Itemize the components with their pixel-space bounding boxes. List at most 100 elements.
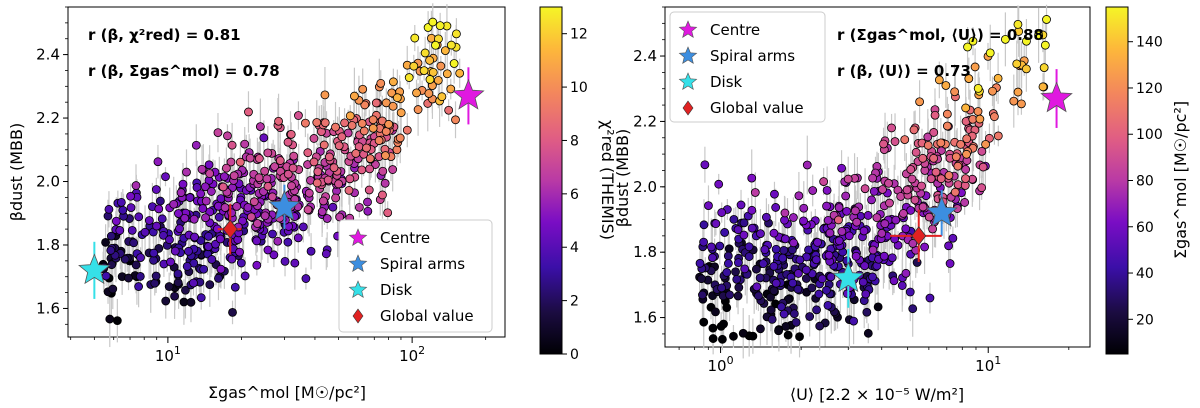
data-point (862, 307, 872, 317)
data-point (175, 224, 184, 234)
data-point (789, 238, 799, 248)
data-point (699, 237, 708, 247)
data-point (378, 166, 388, 176)
right-y-axis-label: βdust (MBB) (613, 129, 632, 227)
data-point (1017, 99, 1026, 109)
data-point (936, 174, 946, 184)
data-point (115, 226, 125, 235)
data-point (320, 118, 330, 128)
data-point (1042, 15, 1051, 24)
data-point (915, 97, 925, 107)
data-point (1012, 59, 1022, 69)
data-point (230, 282, 240, 292)
data-point (968, 36, 978, 46)
legend-marker (678, 72, 698, 90)
right-colorbar: 20 40 60 80 100 120 140 Σgas^mol [M☉/pc²] (1105, 6, 1190, 355)
data-point (365, 164, 375, 174)
left-x-axis-label: Σgas^mol [M☉/pc²] (208, 383, 366, 402)
data-point (867, 195, 876, 205)
data-point (884, 178, 893, 188)
data-point (104, 204, 114, 214)
data-point (779, 245, 789, 255)
colorbar-tick-label: 4 (570, 240, 579, 256)
data-point (446, 40, 456, 50)
colorbar-tick-label: 2 (570, 294, 579, 310)
data-point (191, 140, 201, 150)
data-point (116, 197, 126, 207)
data-point (1040, 40, 1050, 50)
data-point (381, 151, 390, 160)
right-plot-frame (664, 6, 1091, 348)
data-point (267, 192, 277, 202)
special-point-global-value (911, 226, 927, 246)
data-point (951, 152, 961, 162)
y-tick-label: 1.6 (36, 299, 60, 317)
data-point (769, 228, 779, 238)
data-point (107, 260, 117, 270)
data-point (879, 139, 888, 149)
special-point-global-value (222, 219, 238, 239)
data-point (253, 219, 262, 228)
data-point (229, 171, 239, 181)
data-point (744, 252, 754, 261)
data-point (897, 281, 907, 290)
data-point (861, 289, 871, 299)
left-colorbar-gradient (539, 6, 563, 355)
data-point (793, 284, 803, 294)
data-point (303, 205, 313, 215)
data-point (157, 214, 167, 224)
data-point (801, 265, 811, 275)
data-point (747, 205, 757, 215)
y-tick-label: 2.2 (36, 109, 60, 127)
data-point (388, 101, 398, 111)
data-point (1000, 34, 1010, 44)
right-annotation-2: r (β, ⟨U⟩) = 0.73 (837, 62, 971, 80)
data-point (126, 191, 135, 201)
data-point (409, 61, 419, 71)
data-point (131, 260, 141, 270)
data-point (364, 185, 374, 195)
data-point (961, 174, 970, 184)
data-point (963, 42, 972, 52)
data-point (155, 196, 165, 206)
data-point (950, 187, 960, 197)
data-point (290, 258, 300, 268)
data-point (412, 88, 421, 98)
data-point (794, 191, 804, 201)
data-point (170, 291, 179, 301)
data-point (819, 177, 829, 186)
data-point (917, 181, 926, 191)
data-point (164, 282, 174, 291)
data-point (347, 121, 357, 130)
data-point (1034, 30, 1044, 40)
data-point (232, 202, 242, 211)
data-point (428, 67, 438, 77)
data-point (863, 328, 873, 338)
data-point (320, 90, 330, 100)
colorbar-tick-label: 140 (1136, 35, 1163, 51)
data-point (396, 108, 406, 118)
y-tick-label: 2.0 (633, 178, 657, 196)
data-point (887, 123, 896, 133)
data-point (993, 73, 1003, 83)
data-point (112, 316, 122, 326)
data-point (218, 182, 228, 192)
data-point (444, 105, 454, 115)
data-point (868, 272, 877, 282)
data-point (343, 128, 353, 138)
data-point (834, 236, 844, 246)
data-point (283, 137, 293, 147)
colorbar-tick-label: 0 (570, 347, 579, 363)
data-point (799, 203, 809, 213)
data-point (956, 139, 966, 149)
data-point (207, 187, 216, 196)
data-point (288, 163, 298, 173)
data-point (214, 273, 223, 283)
legend-label: Disk (710, 73, 743, 91)
data-point (259, 133, 269, 143)
data-point (425, 75, 435, 84)
data-point (760, 245, 770, 255)
data-point (776, 302, 786, 312)
data-point (717, 334, 727, 344)
data-point (910, 195, 920, 205)
